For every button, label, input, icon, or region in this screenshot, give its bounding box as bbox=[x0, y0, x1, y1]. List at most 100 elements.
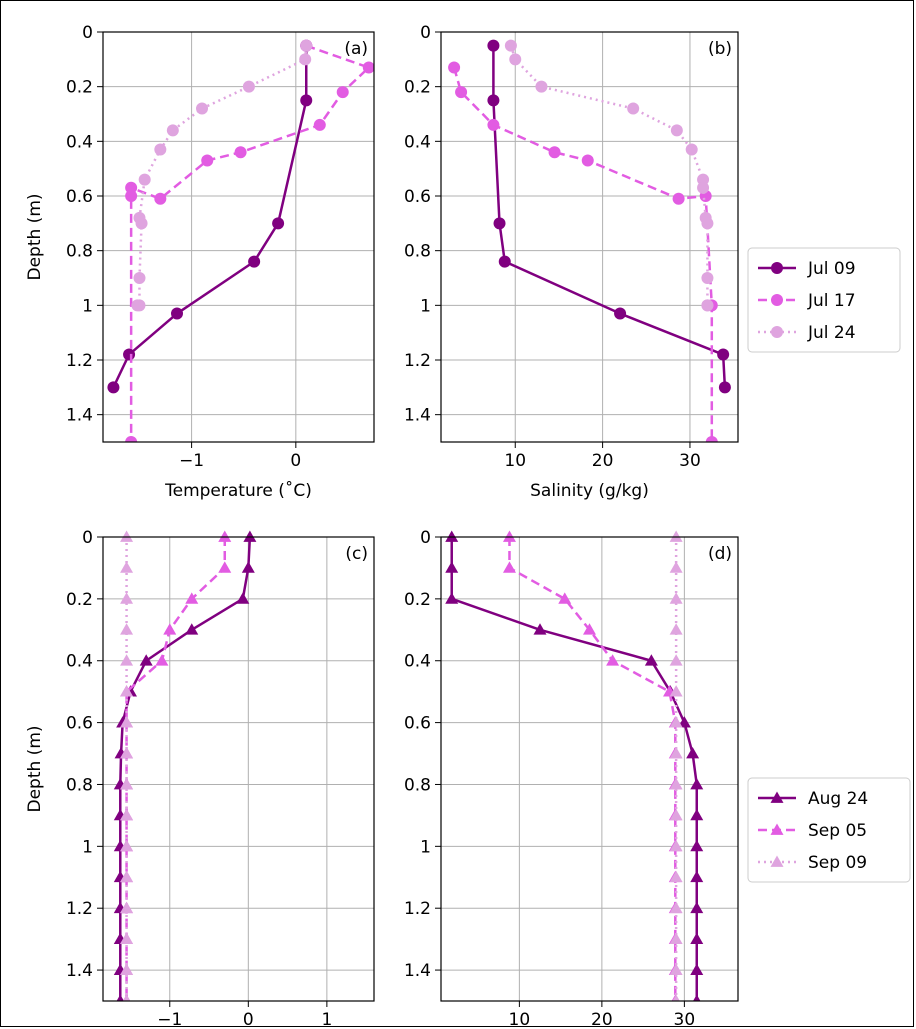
data-point bbox=[717, 348, 730, 361]
x-tick-label: 20 bbox=[592, 451, 614, 471]
x-axis-label: Salinity (g/kg) bbox=[530, 481, 649, 501]
data-point bbox=[558, 592, 572, 604]
data-point bbox=[644, 654, 658, 666]
data-point bbox=[236, 592, 250, 604]
data-point bbox=[697, 173, 710, 186]
series-group bbox=[107, 39, 374, 442]
data-point bbox=[120, 592, 134, 604]
legend-label: Jul 09 bbox=[807, 259, 856, 279]
data-point bbox=[185, 592, 199, 604]
data-point bbox=[218, 530, 232, 542]
data-point bbox=[535, 80, 548, 93]
data-point bbox=[201, 154, 214, 167]
data-point bbox=[135, 217, 148, 230]
y-tick-label: 1 bbox=[420, 837, 431, 857]
data-point bbox=[690, 901, 704, 914]
data-point bbox=[669, 530, 683, 542]
data-point bbox=[234, 146, 247, 159]
legend-marker bbox=[770, 855, 784, 867]
y-tick-label: 0.8 bbox=[66, 775, 93, 795]
data-point bbox=[669, 561, 683, 573]
legend-marker bbox=[771, 326, 783, 338]
legend-label: Jul 24 bbox=[807, 323, 856, 343]
x-tick-label: 30 bbox=[674, 1010, 696, 1029]
data-point bbox=[705, 436, 718, 442]
data-point bbox=[690, 963, 704, 975]
legend-1: Jul 09 Jul 17 Jul 24 bbox=[747, 247, 901, 353]
series-group bbox=[448, 39, 731, 442]
data-point bbox=[693, 994, 701, 1001]
data-point bbox=[502, 530, 516, 542]
data-point bbox=[669, 839, 683, 852]
y-axis-label: Depth (m) bbox=[25, 193, 45, 280]
data-point bbox=[502, 561, 516, 573]
legend-label: Sep 09 bbox=[808, 853, 867, 873]
y-tick-label: 0.6 bbox=[404, 714, 431, 734]
data-point bbox=[445, 530, 459, 542]
data-point bbox=[614, 307, 627, 320]
data-point bbox=[487, 118, 500, 131]
data-point bbox=[241, 561, 255, 573]
y-tick-label: 0.8 bbox=[404, 775, 431, 795]
data-point bbox=[669, 685, 683, 697]
series-line-jul-24 bbox=[509, 45, 709, 306]
x-tick-label: −1 bbox=[157, 1010, 182, 1029]
data-point bbox=[120, 685, 134, 697]
data-point bbox=[300, 94, 313, 107]
axes-frame bbox=[102, 31, 375, 443]
data-point bbox=[701, 299, 714, 312]
data-point bbox=[362, 61, 374, 74]
data-point bbox=[498, 255, 511, 268]
y-tick-label: 0.4 bbox=[66, 652, 93, 672]
legend-box bbox=[747, 247, 901, 353]
data-point bbox=[120, 777, 134, 790]
y-tick-label: 1.2 bbox=[66, 899, 93, 919]
data-point bbox=[123, 348, 136, 361]
data-point bbox=[120, 623, 134, 635]
data-point bbox=[669, 592, 683, 604]
data-point bbox=[685, 143, 698, 156]
data-point bbox=[133, 272, 146, 284]
x-tick-label: 10 bbox=[504, 451, 526, 471]
panel-label: (b) bbox=[708, 39, 732, 59]
y-tick-label: 0.6 bbox=[66, 714, 93, 734]
data-point bbox=[120, 839, 134, 852]
data-point bbox=[669, 963, 683, 975]
data-point bbox=[677, 716, 691, 728]
data-point bbox=[669, 808, 683, 821]
y-tick-label: 1.4 bbox=[404, 406, 431, 426]
data-point bbox=[120, 963, 134, 975]
y-tick-label: 0.6 bbox=[66, 187, 93, 207]
y-tick-label: 0.2 bbox=[66, 78, 93, 98]
legend-label: Jul 17 bbox=[807, 291, 856, 311]
y-tick-label: 1 bbox=[82, 296, 93, 316]
data-point bbox=[606, 654, 620, 666]
series-line-aug-24 bbox=[119, 536, 252, 1001]
data-point bbox=[669, 777, 683, 790]
data-point bbox=[533, 623, 547, 635]
data-point bbox=[163, 623, 177, 635]
x-tick-label: 0 bbox=[243, 1010, 254, 1029]
data-point bbox=[185, 623, 199, 635]
y-tick-label: 1.4 bbox=[404, 961, 431, 981]
data-point bbox=[669, 623, 683, 635]
data-point bbox=[445, 592, 459, 604]
data-point bbox=[120, 870, 134, 883]
series-line-jul-17 bbox=[129, 44, 371, 442]
x-tick-label: 10 bbox=[509, 1010, 531, 1029]
y-tick-label: 0.4 bbox=[66, 132, 93, 152]
data-point bbox=[218, 561, 232, 573]
y-tick-label: 1.4 bbox=[66, 961, 93, 981]
data-point bbox=[670, 124, 683, 137]
data-point bbox=[686, 747, 700, 759]
data-point bbox=[154, 143, 167, 156]
data-point bbox=[669, 901, 683, 914]
y-tick-label: 0.2 bbox=[404, 78, 431, 98]
data-point bbox=[690, 932, 704, 945]
data-point bbox=[718, 381, 731, 394]
y-tick-label: 0.2 bbox=[66, 590, 93, 610]
data-point bbox=[627, 102, 640, 115]
